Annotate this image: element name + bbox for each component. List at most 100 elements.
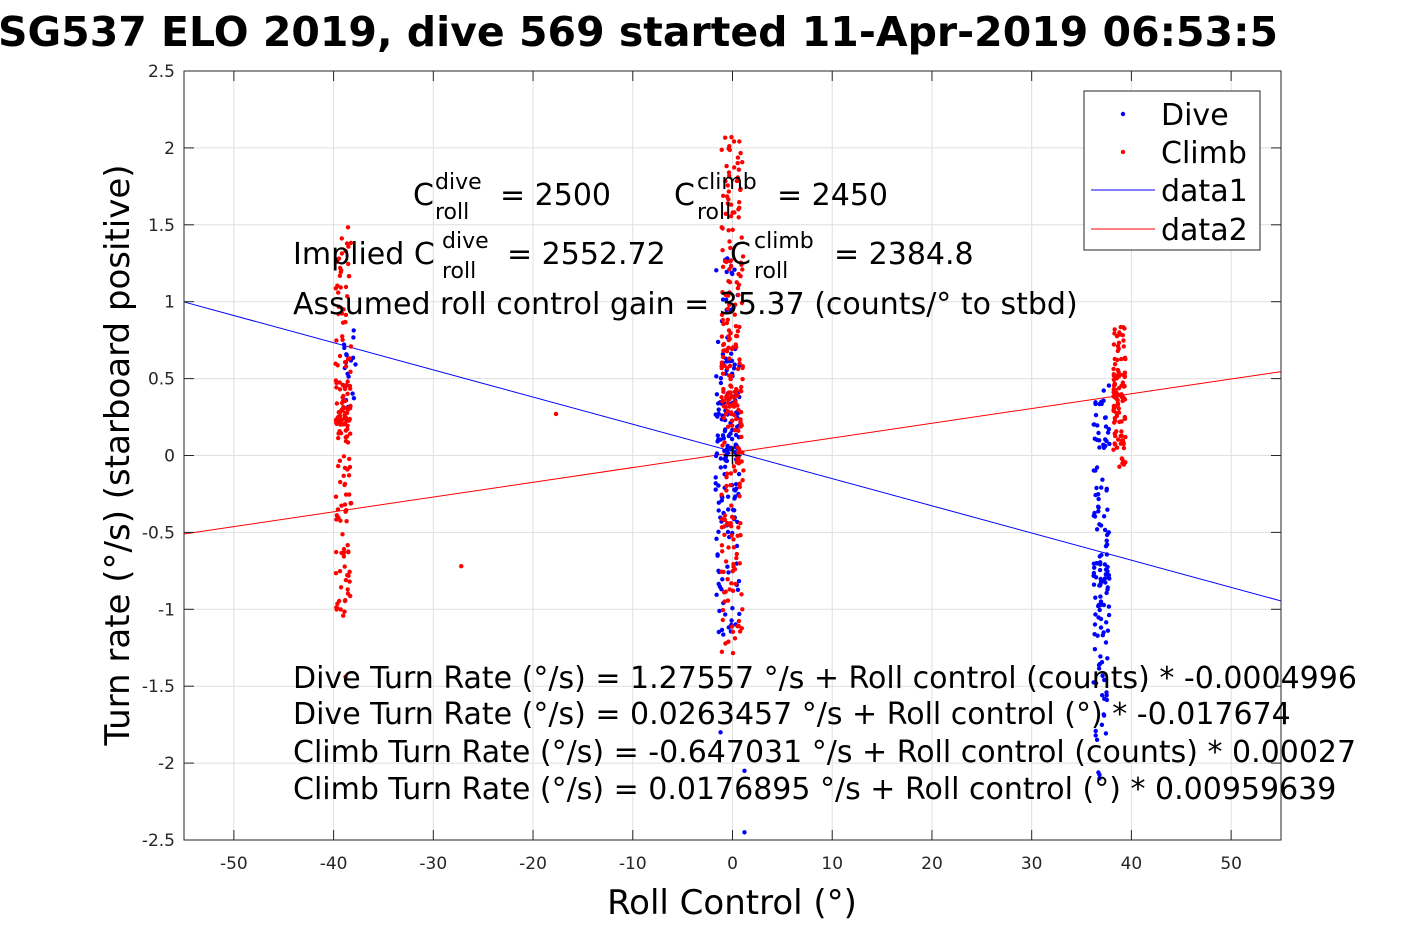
climb-point bbox=[339, 311, 345, 316]
climb-point bbox=[727, 302, 732, 307]
dive-point bbox=[1100, 693, 1105, 698]
origin-marker bbox=[723, 446, 742, 465]
climb-point bbox=[338, 479, 343, 485]
climb-point bbox=[725, 577, 730, 582]
dive-point bbox=[1096, 509, 1101, 514]
climb-point bbox=[725, 183, 730, 188]
climb-point bbox=[1119, 429, 1124, 434]
dive-point bbox=[1099, 660, 1105, 665]
dive-point bbox=[1106, 426, 1112, 432]
dive-point bbox=[1093, 612, 1098, 617]
dive-point bbox=[729, 270, 734, 276]
dive-point bbox=[1098, 654, 1103, 659]
climb-point bbox=[1112, 431, 1118, 436]
climb-point bbox=[1111, 366, 1116, 372]
climb-point bbox=[738, 417, 743, 422]
dive-point bbox=[1092, 565, 1097, 570]
climb-point bbox=[729, 503, 734, 508]
dive-point bbox=[727, 433, 732, 438]
dive-point bbox=[1093, 728, 1098, 734]
climb-point bbox=[739, 300, 745, 306]
climb-point bbox=[347, 569, 352, 574]
climb-point bbox=[347, 579, 352, 584]
climb-point bbox=[459, 564, 464, 569]
climb-point bbox=[341, 398, 346, 404]
climb-point bbox=[337, 387, 343, 392]
climb-point bbox=[337, 458, 343, 463]
dive-point bbox=[1097, 583, 1102, 588]
climb-point bbox=[735, 175, 741, 180]
dive-point bbox=[730, 606, 735, 611]
climb-point bbox=[343, 312, 349, 318]
y-tick-label: 1 bbox=[164, 293, 175, 313]
dive-point bbox=[1104, 532, 1110, 538]
implied-climb-value: = 2384.8 bbox=[834, 237, 974, 272]
dive-point bbox=[718, 465, 723, 470]
dive-point bbox=[1103, 640, 1109, 645]
climb-point bbox=[336, 304, 341, 309]
climb-point bbox=[720, 617, 725, 623]
dive-point bbox=[353, 362, 358, 367]
dive-point bbox=[718, 380, 724, 386]
climb-point bbox=[727, 173, 732, 178]
climb-point bbox=[719, 395, 724, 400]
y-tick-label: 1.5 bbox=[148, 216, 175, 236]
dive-point bbox=[1092, 647, 1098, 652]
climb-point bbox=[726, 146, 731, 151]
climb-point bbox=[339, 251, 345, 256]
climb-point bbox=[736, 525, 741, 530]
dive-point bbox=[729, 618, 734, 623]
dive-point bbox=[351, 335, 356, 340]
annotation-implied-climb: C climb roll = 2384.8 bbox=[730, 229, 974, 284]
dive-point bbox=[344, 353, 349, 358]
c-roll-climb-sup: climb bbox=[697, 170, 757, 195]
climb-point bbox=[733, 342, 738, 347]
climb-point bbox=[1116, 406, 1122, 411]
dive-point bbox=[350, 391, 355, 396]
dive-point bbox=[1098, 603, 1103, 608]
climb-point bbox=[341, 422, 346, 427]
implied-dive-sub: roll bbox=[442, 259, 476, 284]
climb-point bbox=[727, 239, 732, 244]
climb-point bbox=[345, 423, 350, 428]
dive-point bbox=[1096, 615, 1101, 620]
climb-point bbox=[725, 317, 730, 322]
dive-point bbox=[1096, 770, 1101, 775]
climb-point bbox=[346, 473, 352, 478]
climb-point bbox=[1116, 437, 1121, 442]
climb-point bbox=[730, 629, 736, 634]
dive-point bbox=[729, 436, 735, 442]
climb-point bbox=[723, 589, 728, 594]
climb-point bbox=[737, 484, 742, 490]
climb-point bbox=[727, 363, 733, 369]
climb-point bbox=[1122, 414, 1128, 420]
climb-point bbox=[1121, 338, 1126, 343]
climb-point bbox=[724, 475, 729, 480]
y-tick-label: -1 bbox=[158, 600, 175, 620]
dive-point bbox=[723, 427, 728, 432]
climb-point bbox=[731, 545, 737, 550]
x-tick-label: -10 bbox=[619, 854, 647, 874]
dive-point bbox=[733, 494, 738, 499]
y-tick-label: -2.5 bbox=[142, 831, 175, 851]
climb-point bbox=[721, 348, 727, 353]
climb-point bbox=[343, 248, 348, 254]
annotation-c-roll-climb: C climb roll = 2450 bbox=[674, 170, 888, 225]
climb-point bbox=[1112, 362, 1118, 367]
dive-point bbox=[723, 297, 729, 302]
x-tick-label: -20 bbox=[519, 854, 547, 874]
climb-point bbox=[344, 417, 349, 422]
climb-point bbox=[1111, 404, 1117, 409]
dive-point bbox=[731, 366, 737, 371]
climb-point bbox=[1115, 398, 1120, 403]
climb-point bbox=[736, 207, 741, 212]
implied-climb-sup: climb bbox=[754, 229, 814, 254]
climb-point bbox=[735, 624, 740, 629]
climb-point bbox=[338, 285, 343, 290]
climb-point bbox=[1115, 348, 1121, 354]
climb-point bbox=[338, 585, 344, 590]
climb-point bbox=[721, 415, 727, 421]
climb-point bbox=[343, 492, 349, 497]
dive-point bbox=[736, 471, 742, 477]
legend-climb-marker bbox=[1120, 149, 1126, 155]
